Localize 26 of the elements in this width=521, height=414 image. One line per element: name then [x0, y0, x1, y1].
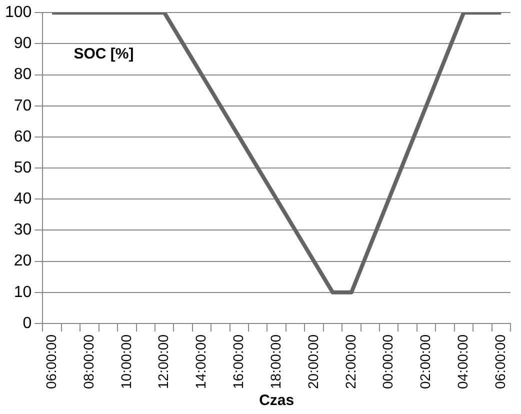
y-tick-label: 90	[14, 35, 32, 52]
x-axis-title: Czas	[259, 392, 294, 410]
y-tick-label: 50	[14, 159, 32, 176]
x-tick-label: 14:00:00	[192, 334, 209, 390]
y-tick-label: 100	[4, 4, 32, 22]
y-tick-label: 30	[14, 222, 32, 239]
y-tick-label: 0	[22, 314, 32, 332]
x-tick-label: 06:00:00	[492, 334, 508, 390]
x-tick-label: 06:00:00	[42, 334, 59, 390]
x-tick-label: 12:00:00	[155, 334, 172, 390]
x-tick-label: 16:00:00	[230, 334, 246, 390]
text: SOC [%]	[74, 46, 134, 63]
x-tick-label: 22:00:00	[342, 334, 358, 390]
x-tick-label: 08:00:00	[80, 334, 96, 390]
x-tick-label: 04:00:00	[454, 334, 471, 390]
x-tick-label: 00:00:00	[380, 334, 396, 390]
y-tick-label: 70	[14, 97, 32, 114]
x-tick-label: 02:00:00	[417, 334, 434, 390]
y-tick-label: 10	[14, 284, 32, 301]
y-tick-label: 60	[14, 128, 32, 146]
y-tick-label: 40	[14, 190, 32, 208]
x-tick-label: 20:00:00	[304, 334, 321, 390]
x-tick-label: 18:00:00	[267, 334, 284, 390]
y-tick-label: 20	[14, 252, 32, 270]
y-tick-label: 80	[14, 66, 32, 84]
x-tick-label: 10:00:00	[118, 334, 134, 390]
